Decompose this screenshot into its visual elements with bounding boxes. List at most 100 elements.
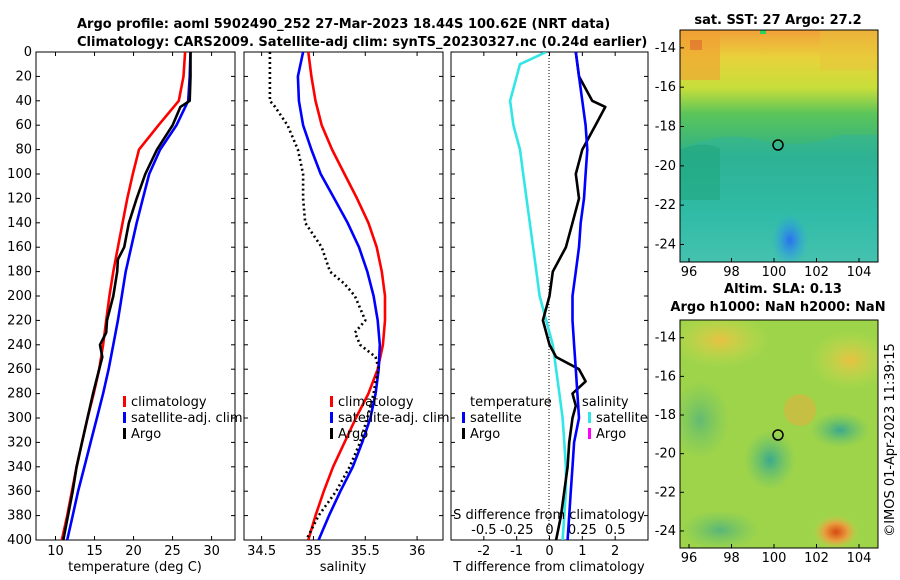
x-tick-label: 1 [578,544,586,559]
lat-tick-label: -22 [655,198,676,213]
depth-tick-label: 120 [7,191,32,206]
temp-legend-climatology: climatology [131,395,207,410]
salinity-depth-ticks [244,51,443,541]
temperature-x-ticks: 10 15 20 25 30 [47,52,220,559]
salinity-axes [243,51,444,541]
lat-tick-label: -24 [655,524,676,539]
depth-tick-label: 320 [7,435,32,450]
series-t-argo [541,52,607,540]
depth-tick-label: 160 [7,240,32,255]
x-tick-label: 34.5 [247,544,276,559]
lon-tick-label: 98 [723,551,740,566]
temperature-depth-ticks: 0 20 40 60 80 100 120 140 160 180 200 220 240 260 280 3… [7,45,235,548]
lat-tick-label: -18 [655,120,676,135]
lat-tick-label: -16 [655,80,676,95]
timestamp: ©IMOS 01-Apr-2023 11:39:15 [883,343,898,537]
x-tick-label: 25 [164,544,181,559]
depth-tick-label: 400 [7,533,32,548]
depth-tick-label: 80 [15,143,32,158]
s-difference-label: S difference from climatology [453,508,645,523]
sla-map-title2: Argo h1000: NaN h2000: NaN [670,300,885,315]
sst-map-frame [679,29,879,263]
s-tick-label: 0.5 [605,523,626,538]
temp-legend-argo: Argo [131,427,161,442]
sal-legend-satellite: satellite-adj. clim [338,411,450,426]
legend-salinity-title: salinity [582,395,629,410]
depth-tick-label: 340 [7,460,32,475]
legend-s-argo: Argo [596,427,626,442]
temperature-xlabel: temperature (deg C) [68,560,202,575]
lon-tick-label: 98 [723,265,740,280]
temperature-lines [60,52,192,540]
sla-map: Altim. SLA: 0.13 Argo h1000: NaN h2000: … [655,282,886,566]
difference-top-ticks: -0.5 -0.25 0 0.25 0.5 [471,523,625,538]
legend-t-argo: Argo [470,427,500,442]
depth-tick-label: 380 [7,509,32,524]
depth-tick-label: 100 [7,167,32,182]
series-satellite-adj-clim [296,52,382,540]
x-tick-label: 0 [545,544,553,559]
depth-tick-label: 200 [7,289,32,304]
x-tick-label: -2 [477,544,490,559]
difference-legend: temperature satellite Argo salinity sate… [462,395,648,442]
sla-map-frame [679,319,879,549]
sst-map: sat. SST: 27 Argo: 27.2 -14-16-18-20-22-… [655,13,879,280]
x-tick-label: 35 [305,544,322,559]
x-tick-label: 36 [409,544,426,559]
depth-tick-label: 260 [7,362,32,377]
lat-tick-label: -20 [655,159,676,174]
lon-tick-label: 104 [847,551,872,566]
depth-tick-label: 40 [15,94,32,109]
sst-lat-ticks: -14 -16 -18 -20 -22 -24 [655,41,684,252]
lon-tick-label: 96 [681,265,698,280]
temperature-axes [35,51,236,541]
depth-tick-label: 240 [7,338,32,353]
salinity-legend: climatology satellite-adj. clim Argo [330,395,450,442]
sst-argo-marker [772,139,784,151]
lat-tick-label: -24 [655,237,676,252]
lat-tick-label: -16 [655,369,676,384]
series-argo [62,52,192,540]
salinity-lines [268,52,387,540]
difference-panel: -2 -1 0 1 2 -0.5 -0.25 0 0.25 0.5 temperature sa… [450,51,649,575]
salinity-panel: 34.5 35 35.5 36 climatology satellite-adj. … [243,51,450,575]
salinity-x-ticks: 34.5 35 35.5 36 [247,52,425,559]
title-line1: Argo profile: aoml 5902490_252 27-Mar-20… [77,17,610,32]
lon-tick-label: 100 [762,551,787,566]
t-difference-label: T difference from climatology [452,560,645,575]
s-tick-label: -0.25 [500,523,534,538]
x-tick-label: -1 [510,544,523,559]
series-s-satellite [566,52,589,540]
series-t-satellite [508,52,568,540]
sla-lon-ticks: 96 98 100 102 104 [681,544,872,566]
x-tick-label: 2 [611,544,619,559]
sal-legend-argo: Argo [338,427,368,442]
lat-tick-label: -14 [655,41,676,56]
difference-x-ticks: -2 -1 0 1 2 [477,52,619,559]
lat-tick-label: -22 [655,485,676,500]
depth-tick-label: 280 [7,387,32,402]
lon-tick-label: 96 [681,551,698,566]
depth-tick-label: 0 [24,45,32,60]
depth-tick-label: 60 [15,118,32,133]
lon-tick-label: 102 [804,551,829,566]
lon-tick-label: 104 [847,265,872,280]
x-tick-label: 30 [203,544,220,559]
lon-tick-label: 100 [762,265,787,280]
lat-tick-label: -20 [655,447,676,462]
x-tick-label: 35.5 [351,544,380,559]
x-tick-label: 10 [47,544,64,559]
sst-lon-ticks: 96 98 100 102 104 [681,258,872,280]
lon-tick-label: 102 [804,265,829,280]
sst-map-title: sat. SST: 27 Argo: 27.2 [694,13,861,28]
sla-map-title1: Altim. SLA: 0.13 [724,282,842,297]
depth-tick-label: 140 [7,216,32,231]
difference-depth-ticks [451,51,648,541]
lat-tick-label: -18 [655,408,676,423]
temperature-legend: climatology satellite-adj. clim Argo [123,395,243,442]
difference-lines [508,52,607,540]
s-tick-label: 0 [545,523,553,538]
series-satellite-adj-clim [65,52,192,540]
salinity-xlabel: salinity [320,560,367,575]
